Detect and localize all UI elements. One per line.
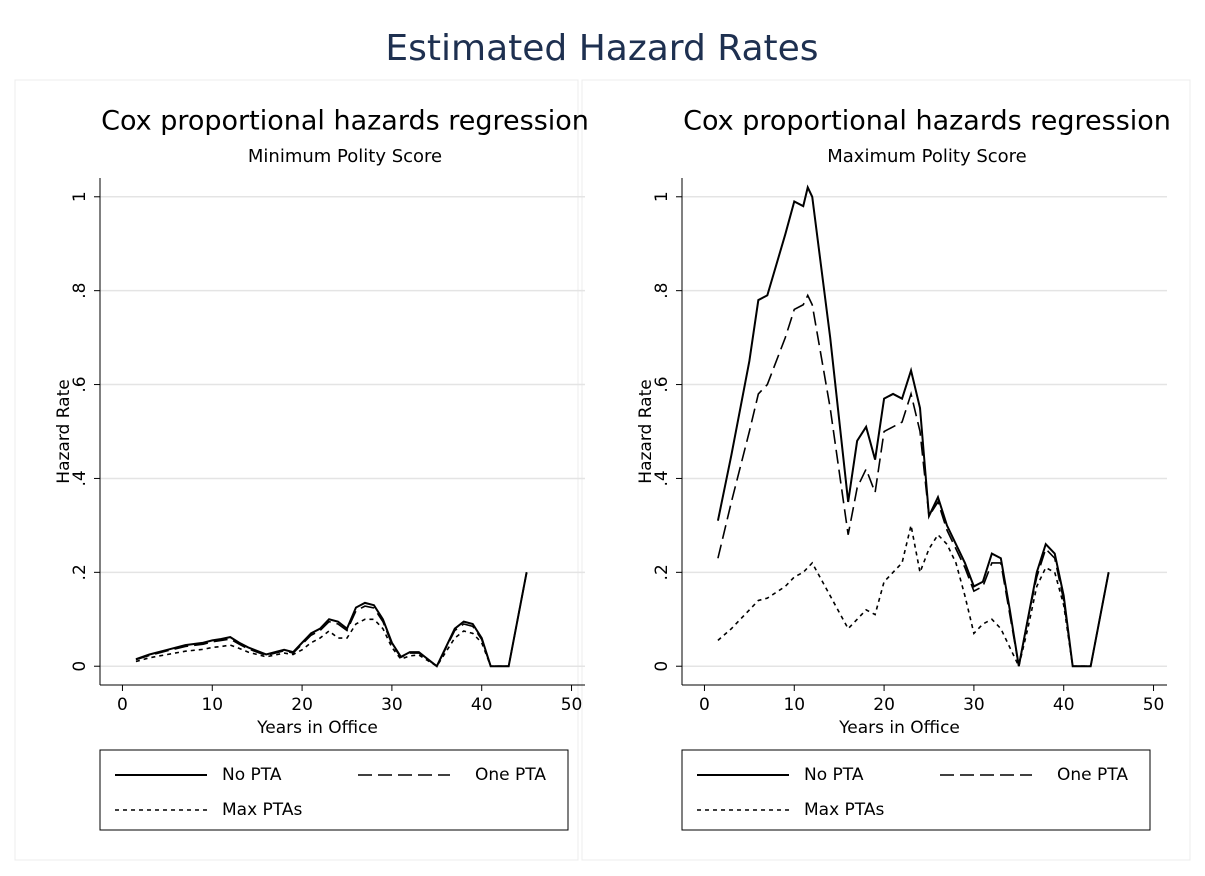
y-tick-label: .8: [652, 283, 672, 299]
x-axis-label: Years in Office: [256, 718, 378, 738]
x-tick-label: 50: [561, 695, 583, 715]
x-tick-label: 40: [471, 695, 493, 715]
y-tick-label: .8: [70, 283, 90, 299]
chart-panel: Cox proportional hazards regression Minim…: [54, 106, 589, 831]
y-tick-label: 1: [70, 191, 90, 202]
legend-box: [99, 749, 569, 831]
legend-label: No PTA: [804, 765, 864, 785]
chart-title: Cox proportional hazards regression: [101, 106, 589, 137]
y-tick-label: 1: [652, 191, 672, 202]
y-axis-label: Hazard Rate: [54, 379, 74, 483]
legend-label: Max PTAs: [804, 800, 884, 820]
x-tick-label: 30: [381, 695, 403, 715]
line-series: [135, 572, 528, 668]
chart-subtitle: Minimum Polity Score: [248, 146, 442, 167]
line-series: [135, 572, 528, 668]
y-tick-label: .2: [70, 564, 90, 580]
x-tick-label: 50: [1143, 695, 1165, 715]
y-axis-label: Hazard Rate: [636, 379, 656, 483]
legend-label: Max PTAs: [222, 800, 302, 820]
chart-panel: Cox proportional hazards regression Maxim…: [636, 106, 1171, 831]
line-series: [717, 525, 1110, 669]
x-tick-label: 10: [783, 695, 805, 715]
x-axis-label: Years in Office: [838, 718, 960, 738]
x-tick-label: 20: [873, 695, 895, 715]
legend-label: One PTA: [1057, 765, 1128, 785]
x-tick-label: 10: [201, 695, 223, 715]
y-tick-label: 0: [70, 661, 90, 672]
x-tick-label: 20: [291, 695, 313, 715]
x-tick-label: 0: [699, 695, 710, 715]
y-tick-label: .6: [70, 376, 90, 392]
line-series: [716, 184, 1110, 668]
legend-label: One PTA: [475, 765, 546, 785]
chart-subtitle: Maximum Polity Score: [827, 146, 1027, 167]
y-tick-label: .4: [70, 470, 90, 486]
panel-frame: [581, 79, 1191, 861]
line-series: [135, 572, 528, 668]
x-tick-label: 0: [117, 695, 128, 715]
y-tick-label: .4: [652, 470, 672, 486]
chart-title: Cox proportional hazards regression: [683, 106, 1171, 137]
legend-label: No PTA: [222, 765, 282, 785]
y-tick-label: 0: [652, 661, 672, 672]
line-series: [717, 293, 1110, 668]
y-tick-label: .6: [652, 376, 672, 392]
x-tick-label: 40: [1053, 695, 1075, 715]
y-tick-label: .2: [652, 564, 672, 580]
legend-box: [681, 749, 1151, 831]
panel-frame: [14, 79, 579, 861]
figure-title: Estimated Hazard Rates: [385, 28, 818, 69]
x-tick-label: 30: [963, 695, 985, 715]
